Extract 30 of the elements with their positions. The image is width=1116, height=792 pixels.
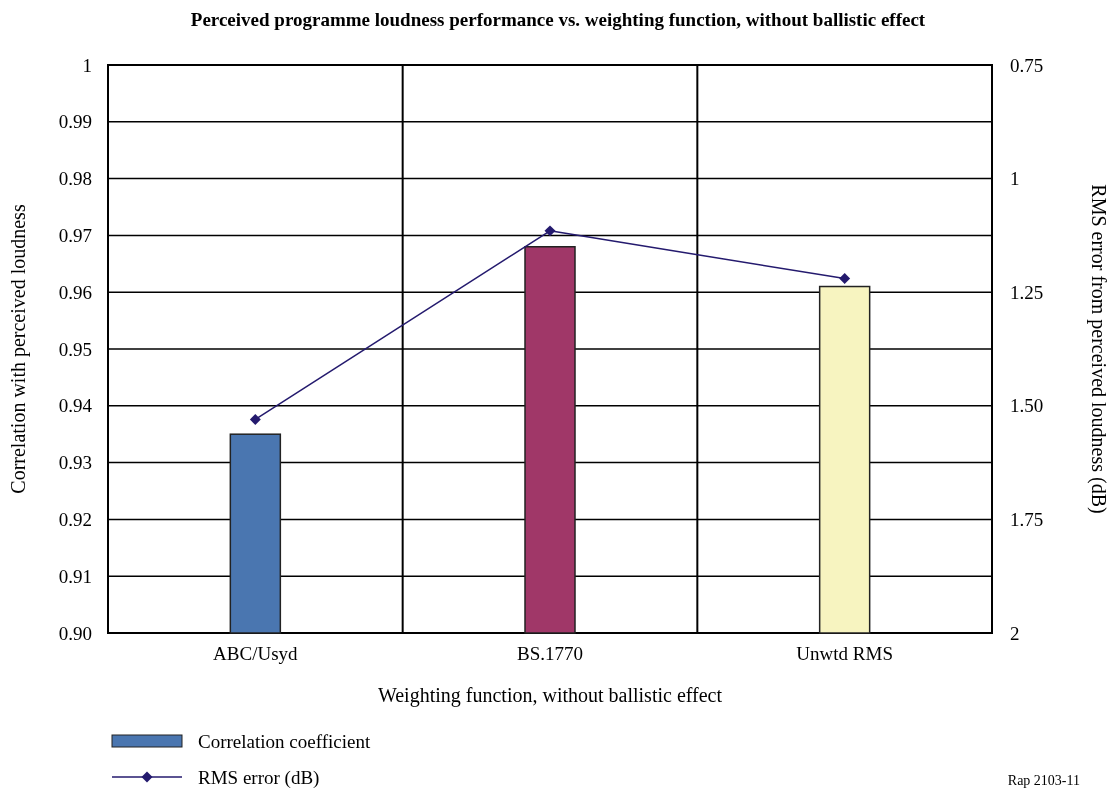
y2-tick-label: 2: [1010, 622, 1020, 644]
y-tick-label: 1: [82, 54, 92, 76]
y2-tick-label: 1.75: [1010, 508, 1044, 530]
y-axis-title: Correlation with perceived loudness: [7, 204, 30, 494]
y2-tick-label: 1: [1010, 168, 1020, 190]
point: [839, 273, 851, 285]
y-tick-label: 0.98: [58, 168, 92, 190]
point: [249, 413, 261, 425]
x-tick-label: Unwtd RMS: [796, 643, 893, 665]
legend-label: Correlation coefficient: [198, 731, 371, 752]
x-tick-label: ABC/Usyd: [213, 643, 299, 665]
y2-tick-label: 1.50: [1010, 395, 1044, 417]
y-tick-label: 0.96: [58, 281, 92, 303]
y-tick-label: 0.94: [58, 395, 93, 417]
y-tick-label: 0.90: [58, 622, 92, 644]
y-tick-label: 0.92: [58, 508, 92, 530]
y2-axis-title: RMS error from perceived loudness (dB): [1087, 184, 1110, 514]
point: [544, 225, 556, 237]
y2-tick-label: 1.25: [1010, 281, 1044, 303]
y-tick-label: 0.91: [58, 565, 92, 587]
y2-tick-label: 0.75: [1010, 54, 1044, 76]
legend-label: RMS error (dB): [198, 767, 320, 789]
text: Rap 2103-11: [1007, 773, 1080, 788]
x-tick-label: BS.1770: [517, 643, 583, 665]
y-tick-label: 0.97: [58, 224, 92, 246]
y-tick-label: 0.93: [58, 452, 92, 474]
y-tick-label: 0.95: [58, 338, 92, 360]
x-axis-title: Weighting function, without ballistic effect: [377, 684, 723, 707]
chart-title: Perceived programme loudness performance vs. weighting function, without ballistic effect: [190, 9, 926, 30]
y-tick-label: 0.99: [58, 111, 92, 133]
